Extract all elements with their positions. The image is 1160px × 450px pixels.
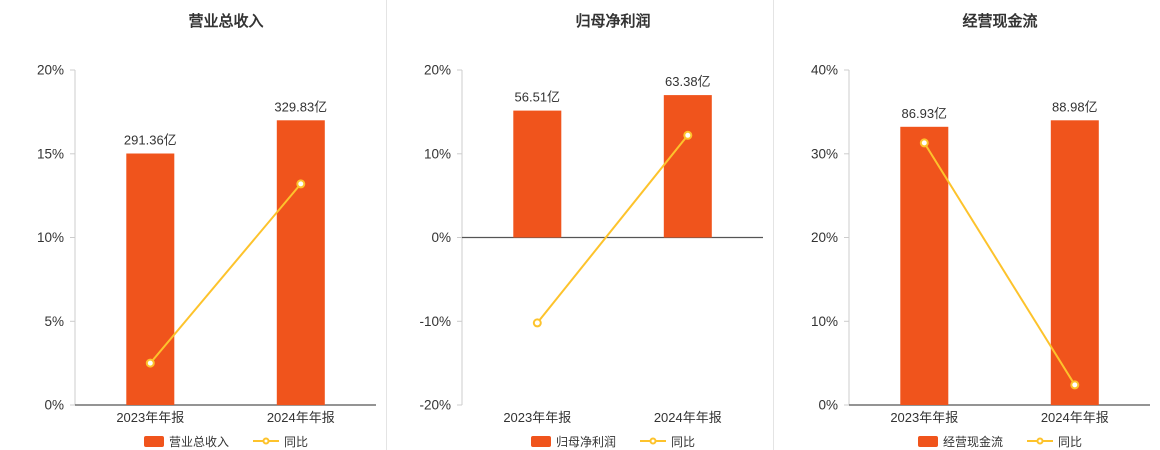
legend-item-line[interactable]: 同比 <box>1027 433 1082 450</box>
y-tick-label: 40% <box>811 63 838 78</box>
bar-swatch-icon <box>917 435 938 447</box>
x-axis-label: 2024年年报 <box>1041 410 1109 425</box>
yoy-point-1 <box>1070 380 1080 390</box>
revenue-chart-area: 0% 5% 10% 15% 20% 291.36亿 2023年年报 329.83亿 2024年年… <box>0 40 386 432</box>
y-tick-label: -10% <box>419 314 451 329</box>
yoy-point-1 <box>296 179 306 189</box>
line-marker-icon <box>253 437 279 445</box>
bar-value-label: 291.36亿 <box>124 133 177 148</box>
chart-title-net-profit: 归母净利润 <box>575 12 651 30</box>
cash-flow-chart-area: 0% 10% 20% 30% 40% 86.93亿 2023年年报 88.98亿 2024年年报 <box>774 40 1160 432</box>
legend-label-line: 同比 <box>671 434 696 449</box>
line-marker-dot-icon <box>1036 437 1044 445</box>
bar-0 <box>513 110 562 238</box>
net-profit-chart-area: -20% -10% 0% 10% 20% 56.51亿 2023年年报 63.38亿 2024年… <box>387 40 773 432</box>
x-axis-label: 2023年年报 <box>503 410 571 425</box>
y-tick-label: 30% <box>811 146 838 161</box>
y-tick-label: 0% <box>818 398 838 413</box>
y-tick-label: 0% <box>44 398 64 413</box>
bar-value-label: 86.93亿 <box>902 106 948 121</box>
line-marker-icon <box>1027 437 1053 445</box>
chart-title-revenue: 营业总收入 <box>188 12 264 30</box>
bar-value-label: 329.83亿 <box>274 99 327 114</box>
panel-revenue: 营业总收入 0% 5% 10% 15% 20% 291.36亿 2023年年报 329.83亿… <box>0 0 386 450</box>
chart-legend: 营业总收入 同比 <box>0 432 386 450</box>
line-marker-icon <box>640 437 666 445</box>
chart-legend: 经营现金流 同比 <box>774 432 1160 450</box>
bar-0 <box>900 126 949 406</box>
yoy-point-1 <box>683 130 693 140</box>
y-tick-label: 10% <box>37 230 64 245</box>
chart-svg: 0% 10% 20% 30% 40% 86.93亿 2023年年报 88.98亿 2024年年报 <box>811 63 1150 425</box>
legend-label-bar: 营业总收入 <box>168 434 229 449</box>
bar-value-label: 88.98亿 <box>1052 99 1098 114</box>
panel-cash-flow: 经营现金流 0% 10% 20% 30% 40% 86.93亿 2023年年报 88.98亿 2… <box>773 0 1160 450</box>
x-axis-label: 2023年年报 <box>116 410 184 425</box>
yoy-line <box>149 183 302 364</box>
y-tick-label: 20% <box>37 63 64 78</box>
bar-value-label: 63.38亿 <box>665 74 711 89</box>
line-marker-dot-icon <box>649 437 657 445</box>
y-tick-label: 10% <box>424 146 451 161</box>
legend-item-bar[interactable]: 归母净利润 <box>530 433 616 450</box>
bar-1 <box>1050 120 1099 406</box>
x-axis-label: 2024年年报 <box>654 410 722 425</box>
legend-item-line[interactable]: 同比 <box>253 433 308 450</box>
legend-label-line: 同比 <box>1058 434 1083 449</box>
chart-svg: 0% 5% 10% 15% 20% 291.36亿 2023年年报 329.83亿 2024年年… <box>37 63 376 425</box>
yoy-point-0 <box>145 358 155 368</box>
bar-swatch-icon <box>530 435 551 447</box>
bar-value-label: 56.51亿 <box>515 90 561 105</box>
legend-item-bar[interactable]: 经营现金流 <box>917 433 1003 450</box>
chart-legend: 归母净利润 同比 <box>387 432 773 450</box>
legend-label-bar: 经营现金流 <box>942 434 1003 449</box>
y-tick-label: -20% <box>419 398 451 413</box>
line-marker-dot-icon <box>262 437 270 445</box>
yoy-line <box>923 142 1076 386</box>
y-tick-label: 10% <box>811 314 838 329</box>
yoy-line <box>536 134 689 324</box>
yoy-point-0 <box>532 318 542 328</box>
chart-svg: -20% -10% 0% 10% 20% 56.51亿 2023年年报 63.38亿 2024年… <box>419 63 763 425</box>
legend-label-bar: 归母净利润 <box>555 434 616 449</box>
legend-item-bar[interactable]: 营业总收入 <box>143 433 229 450</box>
y-tick-label: 20% <box>811 230 838 245</box>
y-tick-label: 5% <box>44 314 64 329</box>
y-tick-label: 20% <box>424 63 451 78</box>
chart-title-cash-flow: 经营现金流 <box>962 12 1038 30</box>
bar-1 <box>276 120 325 406</box>
yoy-point-0 <box>919 138 929 148</box>
bar-1 <box>663 95 712 238</box>
y-tick-label: 0% <box>431 230 451 245</box>
panel-net-profit: 归母净利润 -20% -10% 0% 10% 20% 56.51亿 2023年年报 63.38… <box>386 0 773 450</box>
x-axis-label: 2024年年报 <box>267 410 335 425</box>
legend-item-line[interactable]: 同比 <box>640 433 695 450</box>
bar-swatch-icon <box>143 435 164 447</box>
legend-label-line: 同比 <box>284 434 309 449</box>
x-axis-label: 2023年年报 <box>890 410 958 425</box>
y-tick-label: 15% <box>37 146 64 161</box>
